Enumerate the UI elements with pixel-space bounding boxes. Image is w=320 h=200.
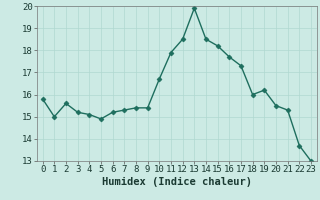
X-axis label: Humidex (Indice chaleur): Humidex (Indice chaleur) [102,177,252,187]
